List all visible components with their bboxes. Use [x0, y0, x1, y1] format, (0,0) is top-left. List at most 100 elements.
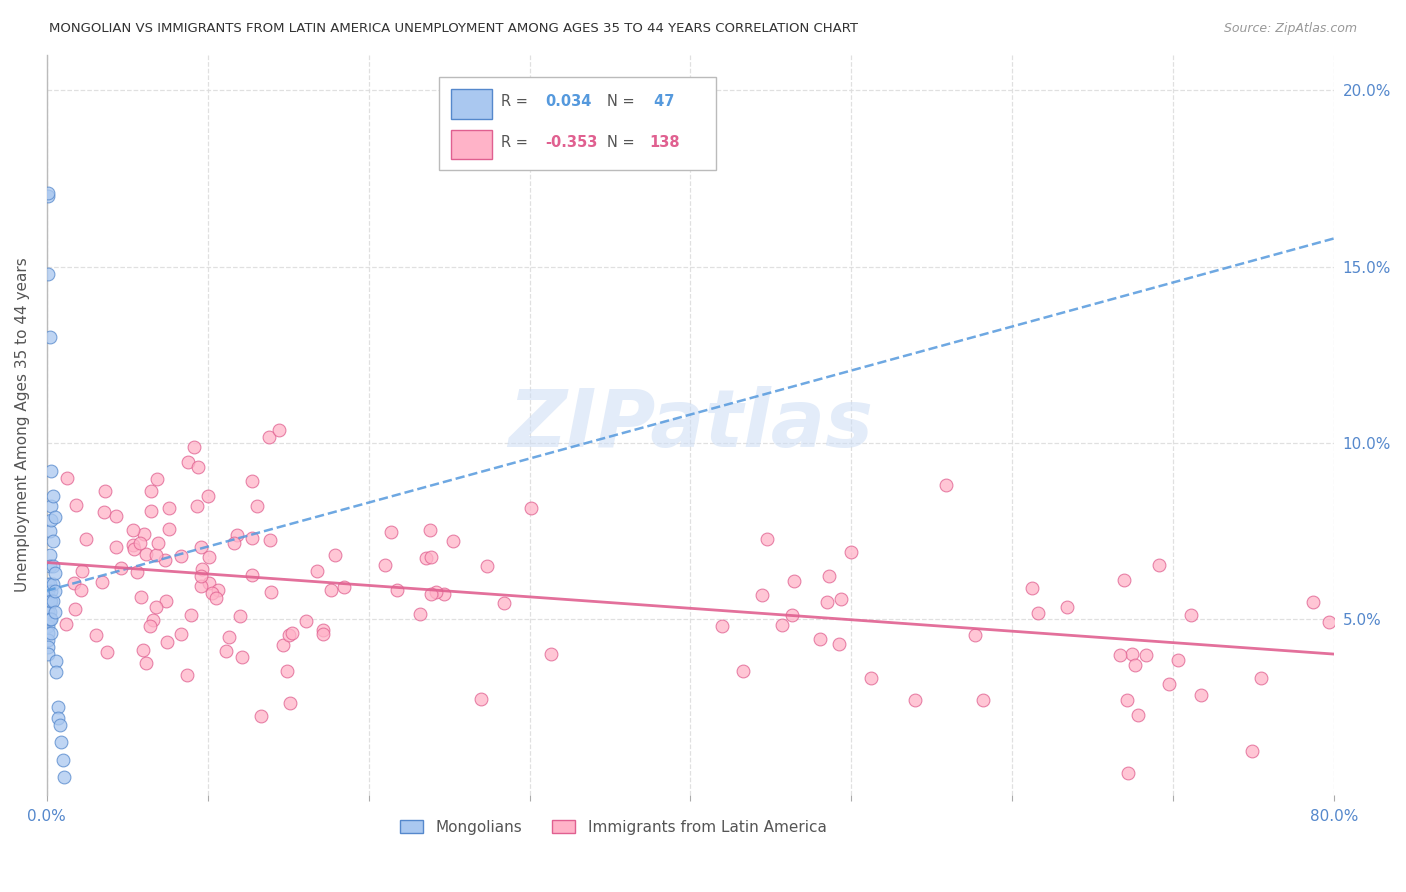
Point [183, 440, 205, 454]
Point [259, 533, 281, 547]
Point [190, 579, 212, 593]
Point [38, 549, 60, 563]
Point [146, 472, 169, 486]
Point [105, 508, 128, 523]
Point [818, 568, 841, 582]
Point [250, 709, 273, 723]
Point [1147, 558, 1170, 572]
Point [1302, 595, 1324, 609]
Point [156, 634, 179, 648]
Point [240, 568, 263, 582]
Point [41, 513, 63, 527]
Point [231, 650, 253, 665]
Point [42, 489, 65, 503]
Point [42, 534, 65, 549]
Point [207, 582, 229, 597]
Point [419, 586, 441, 600]
Point [141, 484, 163, 499]
Point [1112, 573, 1135, 587]
Text: ZIPatlas: ZIPatlas [508, 386, 873, 464]
Text: R =: R = [501, 135, 533, 150]
Point [828, 637, 851, 651]
Point [333, 580, 356, 594]
Point [229, 609, 252, 624]
Point [492, 596, 515, 610]
Point [41, 499, 63, 513]
Point [710, 619, 733, 633]
Point [780, 608, 803, 623]
Point [44, 605, 66, 619]
Point [155, 594, 177, 608]
Point [157, 501, 180, 516]
Point [215, 644, 238, 658]
Point [46, 700, 69, 714]
Point [38, 612, 60, 626]
Point [49, 735, 72, 749]
Point [42, 576, 65, 591]
Point [135, 547, 157, 561]
Point [96, 645, 118, 659]
Point [131, 642, 153, 657]
Point [433, 586, 456, 600]
Point [70, 582, 93, 597]
Point [37, 189, 59, 203]
Point [139, 619, 162, 633]
Point [145, 599, 167, 614]
Point [139, 504, 162, 518]
Point [240, 531, 263, 545]
Point [53, 771, 76, 785]
Point [42, 559, 65, 574]
Point [37, 619, 59, 633]
Point [1126, 708, 1149, 723]
Point [38, 524, 60, 538]
Point [52, 753, 75, 767]
Point [1021, 581, 1043, 595]
Point [63, 602, 86, 616]
Point [41, 464, 63, 478]
Point [1167, 653, 1189, 667]
Point [145, 548, 167, 562]
Point [441, 533, 464, 548]
Point [122, 523, 145, 537]
Point [1317, 615, 1340, 629]
Point [903, 693, 925, 707]
Point [387, 583, 409, 598]
Point [37, 605, 59, 619]
Point [470, 692, 492, 706]
Point [859, 671, 882, 685]
Point [37, 576, 59, 591]
Point [839, 545, 862, 559]
Point [75, 533, 97, 547]
Point [142, 613, 165, 627]
Point [37, 186, 59, 200]
Point [38, 594, 60, 608]
Point [121, 538, 143, 552]
Point [1121, 647, 1143, 661]
Point [91, 574, 114, 589]
Point [963, 628, 986, 642]
Point [70, 564, 93, 578]
Point [1026, 607, 1049, 621]
Point [323, 548, 346, 562]
Point [44, 566, 66, 580]
Point [42, 594, 65, 608]
Point [540, 647, 562, 661]
Point [56, 471, 79, 485]
Point [84, 628, 107, 642]
Point [267, 424, 290, 438]
Point [197, 489, 219, 503]
Point [419, 523, 441, 537]
Point [41, 594, 63, 608]
Point [307, 564, 329, 578]
Point [191, 562, 214, 576]
Point [180, 608, 202, 623]
Legend: Mongolians, Immigrants from Latin America: Mongolians, Immigrants from Latin Americ… [394, 814, 832, 840]
Point [1109, 648, 1132, 662]
Point [170, 549, 193, 563]
Text: 47: 47 [650, 94, 675, 109]
Point [129, 591, 152, 605]
Point [224, 536, 246, 550]
Point [37, 612, 59, 626]
FancyBboxPatch shape [451, 89, 492, 119]
Point [271, 638, 294, 652]
